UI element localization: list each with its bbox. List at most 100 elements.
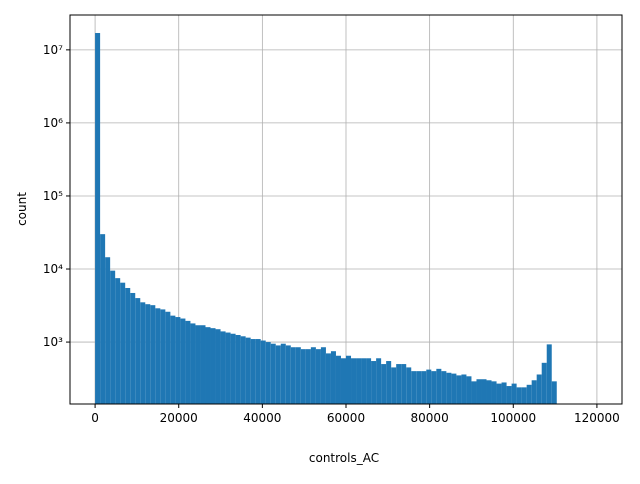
bar (180, 318, 186, 404)
bar (190, 323, 196, 404)
bar (160, 309, 166, 404)
bar (155, 308, 161, 404)
bar (406, 367, 412, 404)
bar (185, 320, 191, 404)
bar (371, 361, 377, 404)
bar (120, 282, 126, 404)
bar (541, 362, 547, 404)
x-axis-label: controls_AC (309, 451, 379, 465)
bar (325, 353, 331, 404)
bars (95, 33, 557, 404)
bar (220, 331, 226, 404)
bar (381, 364, 387, 404)
bar (230, 333, 236, 404)
bar (441, 371, 447, 404)
bar (431, 371, 437, 404)
bar (526, 384, 532, 404)
bar (150, 305, 156, 404)
bar (105, 257, 111, 404)
bar (436, 368, 442, 404)
bar (376, 358, 382, 404)
bar (476, 379, 482, 404)
bar (351, 358, 357, 404)
bar (290, 347, 296, 404)
y-axis-label: count (15, 192, 29, 226)
x-tick-label: 60000 (327, 411, 365, 425)
bar (225, 332, 231, 404)
bar (391, 367, 397, 404)
bar (320, 347, 326, 404)
y-tick-label: 10⁷ (43, 43, 63, 57)
y-tick-label: 10³ (43, 335, 63, 349)
bar (110, 270, 116, 404)
bar (305, 349, 311, 404)
bar (215, 329, 221, 404)
bar (396, 364, 402, 404)
bar (245, 337, 251, 404)
bar (446, 372, 452, 404)
x-tick-label: 80000 (411, 411, 449, 425)
bar (205, 327, 211, 404)
bar (95, 33, 101, 404)
y-tick-label: 10⁶ (43, 116, 63, 130)
bar (310, 347, 316, 404)
bar (531, 380, 537, 404)
bar (100, 234, 106, 404)
bar (516, 387, 522, 404)
bar (250, 339, 256, 404)
bar (115, 278, 121, 404)
bar (265, 342, 271, 404)
bar (346, 355, 352, 404)
bar (471, 381, 477, 404)
bar (466, 376, 472, 404)
bar (200, 325, 206, 404)
bar (426, 369, 432, 404)
bar (170, 315, 176, 404)
bar (175, 317, 181, 404)
y-tick-label: 10⁴ (43, 262, 63, 276)
bar (235, 334, 241, 404)
bar (491, 381, 497, 404)
bar (330, 351, 336, 404)
bar (411, 371, 417, 404)
bar (285, 345, 291, 404)
bar (421, 371, 427, 404)
bar (451, 373, 457, 404)
bar (335, 355, 341, 404)
bar (270, 343, 276, 404)
bar (401, 364, 407, 404)
x-tick-label: 0 (91, 411, 99, 425)
y-tick-label: 10⁵ (43, 189, 63, 203)
bar (145, 304, 151, 404)
bar (300, 349, 306, 404)
bar (361, 358, 367, 404)
bar (501, 382, 507, 404)
bar (461, 374, 467, 404)
bar (551, 381, 557, 404)
bar (366, 358, 372, 404)
bar (165, 311, 171, 404)
bar (506, 386, 512, 404)
bar (255, 339, 261, 404)
bar (536, 374, 542, 404)
bar (210, 328, 216, 404)
bar (486, 380, 492, 404)
bar (135, 298, 141, 404)
x-tick-label: 100000 (490, 411, 536, 425)
bar (140, 302, 146, 404)
bar (456, 375, 462, 404)
bar (481, 379, 487, 404)
bar (130, 292, 136, 404)
x-tick-label: 40000 (243, 411, 281, 425)
bar (521, 387, 527, 404)
bar (511, 383, 517, 404)
bar (260, 340, 266, 404)
bar (356, 358, 362, 404)
bar (496, 383, 502, 404)
bar (275, 345, 281, 404)
bar (340, 358, 346, 404)
bar (386, 361, 392, 404)
bar (280, 343, 286, 404)
bar (125, 287, 131, 404)
